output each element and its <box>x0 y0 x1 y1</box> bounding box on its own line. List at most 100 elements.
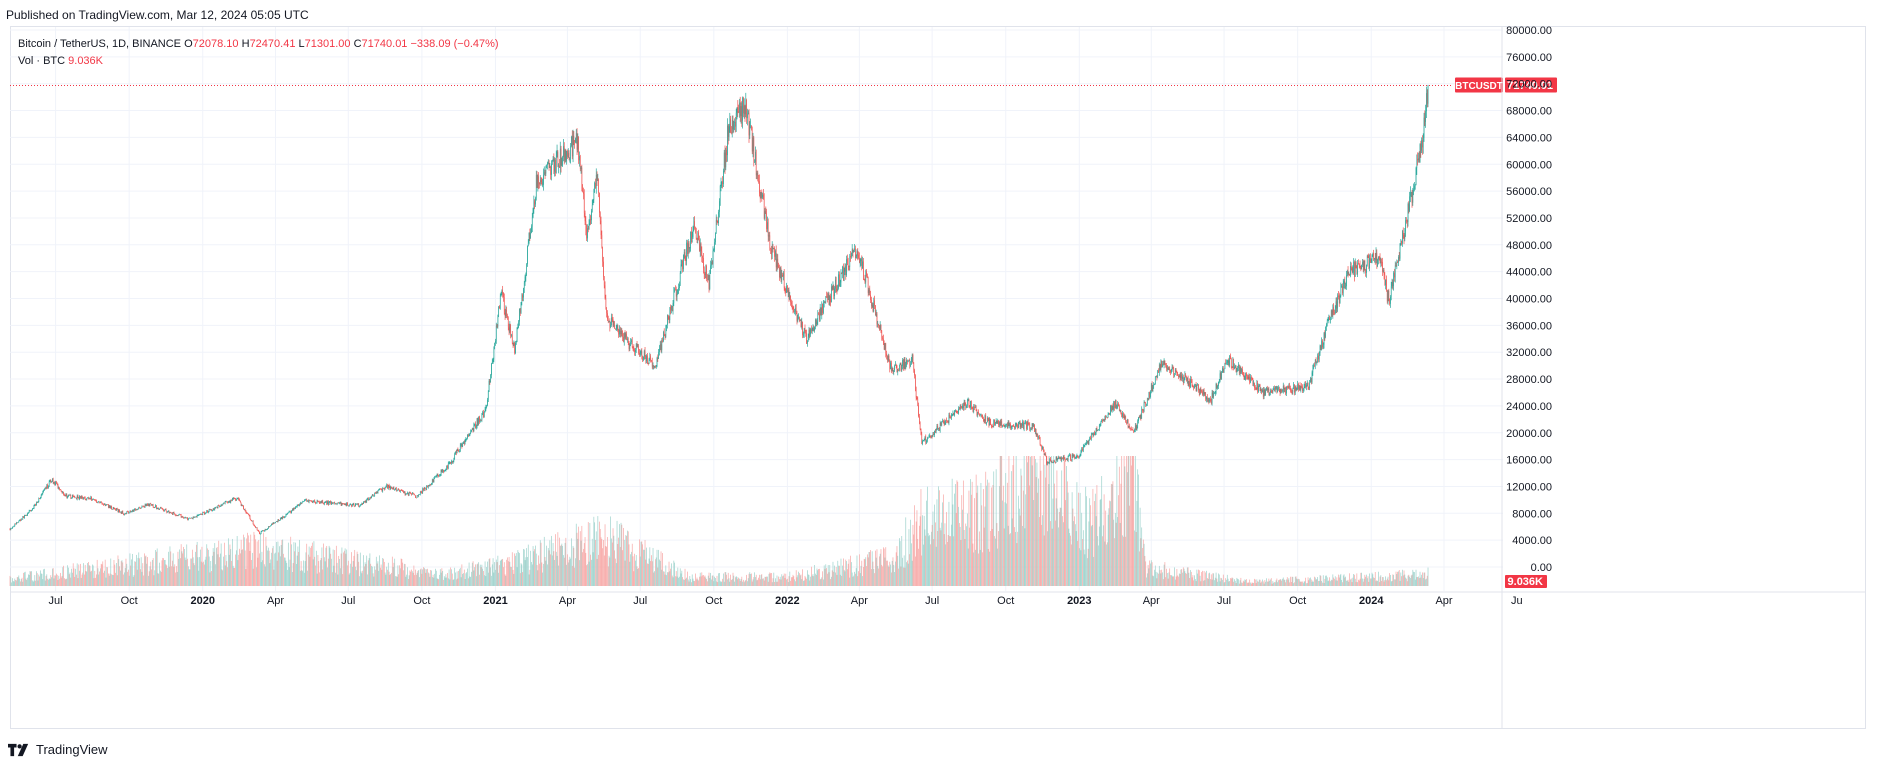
candle-body <box>1143 402 1145 412</box>
candle-body <box>497 316 499 327</box>
candle-body <box>537 176 539 188</box>
candle-body <box>769 235 771 249</box>
candle-body <box>1042 446 1043 450</box>
volume-bar <box>358 561 360 586</box>
volume-bar <box>1423 572 1425 586</box>
volume-bar <box>269 563 271 586</box>
candle-body <box>933 433 935 435</box>
volume-bar <box>322 569 324 586</box>
volume-bar <box>1087 548 1089 586</box>
volume-bar <box>296 555 298 586</box>
volume-bar <box>826 568 827 586</box>
volume-bar <box>616 520 618 586</box>
candle-body <box>11 528 12 529</box>
candle-body <box>193 517 195 518</box>
candle-body <box>1050 458 1051 462</box>
volume-bar <box>1089 498 1091 586</box>
candle-body <box>443 470 444 473</box>
volume-bar <box>1286 579 1287 586</box>
volume-bar <box>638 568 639 586</box>
candle-body <box>252 520 253 522</box>
candle-body <box>1103 419 1105 421</box>
volume-bar <box>1127 456 1129 586</box>
volume-bar <box>863 567 864 586</box>
volume-bar <box>896 546 898 586</box>
candle-body <box>443 470 445 473</box>
candle-body <box>118 509 120 513</box>
candle-body <box>784 288 786 292</box>
volume-bar <box>927 533 929 586</box>
volume-bar <box>310 547 312 586</box>
volume-bar <box>478 562 480 586</box>
volume-bar <box>1230 578 1231 586</box>
candle-body <box>915 389 917 398</box>
volume-bar <box>936 499 938 586</box>
candle-body <box>989 418 991 426</box>
candle-body <box>533 201 535 209</box>
volume-bar <box>144 553 145 586</box>
volume-bar <box>679 576 680 586</box>
candle-body <box>311 501 313 503</box>
volume-bar <box>1346 580 1347 586</box>
volume-bar <box>1187 567 1189 586</box>
candle-body <box>398 489 400 490</box>
candle-body <box>463 441 464 444</box>
candle-body <box>1068 455 1070 457</box>
candle-body <box>339 502 341 503</box>
volume-bar <box>1214 580 1215 586</box>
candle-body <box>985 415 987 424</box>
volume-bar <box>56 573 57 586</box>
volume-bar <box>418 570 420 586</box>
candle-body <box>731 132 732 134</box>
candle-body <box>1212 392 1214 398</box>
candle-body <box>821 303 823 315</box>
volume-bar <box>1110 501 1111 586</box>
candle-body <box>382 487 384 492</box>
candle-body <box>547 162 548 166</box>
candle-body <box>631 340 633 347</box>
candle-body <box>773 248 775 250</box>
candle-body <box>792 307 794 309</box>
candle-body <box>376 491 378 493</box>
volume-bar <box>1213 573 1215 586</box>
candle-body <box>72 495 74 497</box>
volume-bar <box>575 523 577 586</box>
volume-bar <box>416 572 418 586</box>
candle-body <box>401 490 403 491</box>
volume-bar <box>1182 567 1184 586</box>
candle-body <box>1020 423 1022 427</box>
volume-bar <box>1156 578 1158 586</box>
chart-frame[interactable] <box>10 26 1866 729</box>
candle-body <box>189 517 191 519</box>
candle-body <box>940 423 942 426</box>
candle-body <box>95 500 96 501</box>
volume-bar <box>518 552 520 586</box>
candle-body <box>864 279 866 283</box>
candle-body <box>184 517 186 518</box>
volume-bar <box>1190 570 1191 586</box>
candle-body <box>331 502 332 505</box>
volume-bar <box>807 574 809 586</box>
volume-bar <box>1255 583 1257 586</box>
candle-body <box>1135 425 1137 431</box>
candle-body <box>195 516 196 518</box>
volume-bar <box>589 522 591 586</box>
candle-body <box>1214 393 1215 395</box>
candle-body <box>194 516 196 518</box>
volume-bar <box>567 562 569 586</box>
volume-bar <box>172 553 174 586</box>
candle-body <box>1053 461 1055 463</box>
volume-bar <box>819 579 821 586</box>
candle-body <box>1011 426 1012 429</box>
volume-bar <box>1392 574 1394 586</box>
candle-body <box>671 306 673 311</box>
candle-body <box>1151 384 1153 392</box>
volume-bar <box>1101 476 1103 586</box>
candle-body <box>56 481 57 483</box>
candle-body <box>560 148 562 166</box>
volume-bar <box>925 535 927 586</box>
volume-bar <box>725 572 727 586</box>
volume-bar <box>1171 575 1173 586</box>
volume-bar <box>963 530 965 586</box>
